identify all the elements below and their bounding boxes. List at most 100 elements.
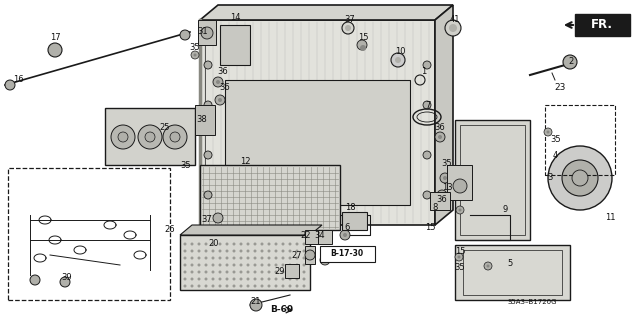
Circle shape bbox=[268, 271, 271, 273]
Circle shape bbox=[572, 170, 588, 186]
Circle shape bbox=[260, 263, 264, 266]
Bar bbox=[8, 168, 170, 300]
Circle shape bbox=[218, 278, 221, 280]
Circle shape bbox=[225, 263, 228, 266]
Circle shape bbox=[211, 242, 214, 246]
Text: 39: 39 bbox=[61, 273, 72, 283]
Circle shape bbox=[239, 278, 243, 280]
Bar bbox=[180, 235, 310, 290]
Circle shape bbox=[211, 256, 214, 259]
Circle shape bbox=[184, 249, 186, 253]
Text: 35: 35 bbox=[189, 43, 200, 53]
Circle shape bbox=[232, 285, 236, 287]
Circle shape bbox=[180, 30, 190, 40]
Circle shape bbox=[213, 213, 223, 223]
Text: 25: 25 bbox=[160, 123, 170, 132]
Circle shape bbox=[484, 262, 492, 270]
Text: 27: 27 bbox=[292, 251, 302, 261]
Circle shape bbox=[275, 285, 278, 287]
Circle shape bbox=[438, 135, 442, 139]
Circle shape bbox=[170, 132, 180, 142]
Circle shape bbox=[544, 128, 552, 136]
Circle shape bbox=[205, 263, 207, 266]
Circle shape bbox=[275, 256, 278, 259]
Circle shape bbox=[184, 271, 186, 273]
Circle shape bbox=[239, 271, 243, 273]
Circle shape bbox=[184, 256, 186, 259]
Circle shape bbox=[211, 249, 214, 253]
Text: S5A3–B1720G: S5A3–B1720G bbox=[508, 299, 557, 305]
Circle shape bbox=[198, 271, 200, 273]
Polygon shape bbox=[200, 5, 453, 20]
Circle shape bbox=[423, 101, 431, 109]
Circle shape bbox=[60, 277, 70, 287]
Circle shape bbox=[360, 45, 366, 51]
Circle shape bbox=[232, 263, 236, 266]
Circle shape bbox=[282, 263, 285, 266]
Text: 13: 13 bbox=[442, 183, 452, 192]
Bar bbox=[463, 250, 562, 295]
Circle shape bbox=[455, 166, 463, 174]
Circle shape bbox=[193, 54, 196, 56]
Circle shape bbox=[289, 271, 291, 273]
Circle shape bbox=[111, 125, 135, 149]
Circle shape bbox=[423, 191, 431, 199]
Text: 5: 5 bbox=[508, 258, 513, 268]
Circle shape bbox=[342, 22, 354, 34]
Polygon shape bbox=[180, 225, 322, 235]
Circle shape bbox=[204, 101, 212, 109]
Circle shape bbox=[191, 249, 193, 253]
Text: 35: 35 bbox=[550, 136, 561, 145]
Circle shape bbox=[225, 256, 228, 259]
Circle shape bbox=[340, 230, 350, 240]
Circle shape bbox=[5, 80, 15, 90]
Circle shape bbox=[205, 242, 207, 246]
Circle shape bbox=[198, 249, 200, 253]
Circle shape bbox=[548, 146, 612, 210]
Text: 26: 26 bbox=[164, 226, 175, 234]
Circle shape bbox=[303, 242, 305, 246]
Circle shape bbox=[232, 249, 236, 253]
Circle shape bbox=[218, 98, 222, 102]
Circle shape bbox=[562, 160, 598, 196]
Circle shape bbox=[246, 278, 250, 280]
Text: 32: 32 bbox=[323, 250, 333, 259]
Circle shape bbox=[296, 263, 298, 266]
Circle shape bbox=[456, 206, 464, 214]
Circle shape bbox=[275, 278, 278, 280]
Bar bbox=[460, 125, 525, 235]
Text: 1: 1 bbox=[421, 68, 427, 77]
Circle shape bbox=[201, 27, 213, 39]
Text: 23: 23 bbox=[554, 84, 566, 93]
Text: 16: 16 bbox=[13, 76, 23, 85]
Circle shape bbox=[246, 271, 250, 273]
Text: 14: 14 bbox=[230, 13, 240, 23]
Circle shape bbox=[282, 271, 285, 273]
Circle shape bbox=[198, 242, 200, 246]
Text: 3: 3 bbox=[547, 174, 553, 182]
Circle shape bbox=[211, 278, 214, 280]
Circle shape bbox=[303, 249, 305, 253]
Circle shape bbox=[435, 132, 445, 142]
Text: 38: 38 bbox=[196, 115, 207, 124]
Bar bbox=[200, 20, 435, 225]
Circle shape bbox=[289, 256, 291, 259]
Circle shape bbox=[205, 271, 207, 273]
Circle shape bbox=[268, 263, 271, 266]
Circle shape bbox=[296, 249, 298, 253]
Text: 15: 15 bbox=[358, 33, 368, 42]
Text: 37: 37 bbox=[344, 16, 355, 25]
Circle shape bbox=[145, 132, 155, 142]
Circle shape bbox=[246, 263, 250, 266]
Circle shape bbox=[232, 256, 236, 259]
Circle shape bbox=[198, 263, 200, 266]
Circle shape bbox=[218, 256, 221, 259]
Circle shape bbox=[232, 242, 236, 246]
Circle shape bbox=[547, 130, 550, 133]
Bar bbox=[220, 25, 250, 65]
Text: 6: 6 bbox=[344, 224, 349, 233]
Text: 2: 2 bbox=[568, 57, 573, 66]
Circle shape bbox=[225, 285, 228, 287]
Circle shape bbox=[443, 176, 447, 180]
Text: 15: 15 bbox=[455, 248, 465, 256]
